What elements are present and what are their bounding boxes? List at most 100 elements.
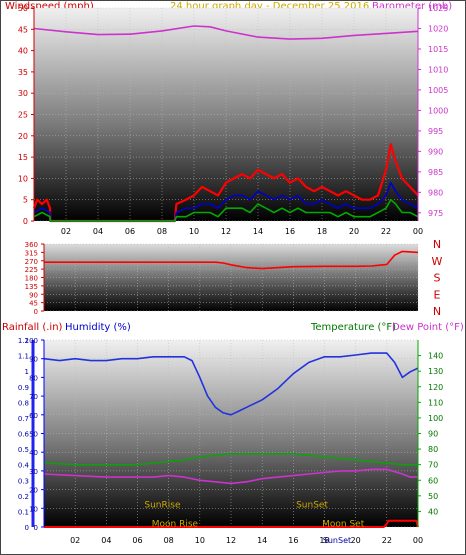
direction-tick-label: 90: [29, 291, 38, 299]
time-tick-label: 22: [381, 227, 391, 236]
rainfall-tick-label: 0.9: [18, 384, 29, 392]
time-tick-label: 16: [288, 536, 298, 545]
windspeed-tick-label: 20: [18, 132, 28, 141]
time-tick-label: 04: [93, 227, 103, 236]
humidity-tick-label: 30: [29, 468, 38, 476]
temperature-tick-label: 40: [428, 507, 438, 516]
rainfall-tick-label: 0.5: [18, 446, 29, 454]
rainfall-tick-label: 0.2: [18, 493, 29, 501]
barometer-line: [33, 25, 419, 40]
time-tick-label: 16: [285, 227, 295, 236]
barometer-tick-label: 985: [428, 168, 443, 177]
time-tick-label: 06: [132, 536, 142, 545]
barometer-tick-label: 1000: [428, 106, 448, 115]
moonset-label: Moon Set: [322, 520, 365, 530]
time-tick-label: 18: [319, 536, 329, 545]
rainfall-tick-label: 0.6: [18, 431, 30, 439]
compass-label: S: [434, 272, 441, 285]
time-tick-label: 12: [226, 536, 236, 545]
humidity-tick-label: 70: [29, 393, 38, 401]
rainfall-tick-label: 0.4: [18, 462, 30, 470]
barometer-tick-label: 995: [428, 127, 443, 136]
temperature-tick-label: 120: [428, 383, 443, 392]
rainfall-tick-label: 0.1: [18, 508, 29, 516]
moonrise-label: Moon Rise: [152, 520, 199, 530]
humidity-tick-label: 40: [29, 449, 38, 457]
windspeed-tick-label: 10: [18, 174, 28, 183]
time-tick-label: 08: [164, 536, 174, 545]
dewpoint-line: [43, 468, 418, 485]
time-tick-label: 10: [195, 536, 205, 545]
barometer-axis-title: Barometer (mb): [372, 1, 452, 12]
windspeed-tick-label: 35: [18, 68, 28, 77]
temperature-tick-label: 140: [428, 352, 443, 361]
temperature-tick-label: 70: [428, 461, 438, 470]
rainfall-axis: 0 0.1 0.2 0.3 0.4 0.5 0.6 0.7 0.8 0.9 1 1.1 1.2: [18, 337, 35, 532]
barometer-tick-label: 1005: [428, 86, 448, 95]
direction-tick-label: 135: [25, 283, 38, 291]
humidity-tick-label: 20: [29, 487, 38, 495]
wind-average-line: [33, 198, 419, 222]
humidity-tick-label: 80: [29, 374, 38, 382]
temperature-tick-label: 100: [428, 414, 443, 423]
windspeed-tick-label: 50: [18, 4, 28, 13]
rainfall-tick-label: 0.7: [18, 415, 29, 423]
windspeed-tick-label: 25: [18, 111, 28, 120]
wind-series: [32, 25, 419, 223]
time-tick-label: 18: [317, 227, 327, 236]
sunset-label: SunSet: [296, 500, 328, 510]
dewpoint-axis-title: Dew Point (°F): [392, 322, 464, 333]
temperature-line: [43, 453, 418, 466]
compass-label: W: [432, 255, 443, 268]
humidity-tick-label: 10: [29, 505, 38, 513]
rainfall-tick-label: 0: [25, 524, 29, 532]
temperature-tick-label: 130: [428, 367, 443, 376]
direction-tick-label: 225: [25, 266, 38, 274]
humidity-line: [43, 352, 419, 416]
barometer-tick-label: 1020: [428, 24, 448, 33]
time-tick-label: 08: [157, 227, 167, 236]
time-tick-label: 14: [253, 227, 263, 236]
temperature-axis: 40 50 60 70 80 90 100 110 120 130 140: [417, 340, 443, 527]
time-tick-label: 06: [125, 227, 135, 236]
time-tick-label: 20: [349, 227, 359, 236]
temperature-tick-label: 90: [428, 430, 438, 439]
time-tick-label: 04: [101, 536, 111, 545]
time-tick-label: 00: [413, 227, 423, 236]
barometer-tick-label: 1025: [428, 4, 448, 13]
rainfall-axis-title: Rainfall (.in): [2, 322, 63, 333]
rainfall-tick-label: 1: [25, 368, 29, 376]
direction-series: [44, 250, 419, 270]
direction-grid: [44, 243, 419, 312]
compass-label: E: [434, 288, 441, 301]
time-tick-label: 02: [70, 536, 80, 545]
direction-tick-label: 180: [25, 275, 38, 283]
humidity-axis-title: Humidity (%): [65, 322, 131, 333]
rainfall-tick-label: 0.3: [18, 477, 29, 485]
time-tick-label: 02: [61, 227, 71, 236]
climate-series: [43, 352, 419, 528]
sunrise-label: SunRise: [144, 500, 181, 510]
direction-tick-label: 315: [25, 249, 38, 257]
wind-time-axis: 02 04 06 08 10 12 14 16 18 20 22 00: [61, 227, 423, 236]
windspeed-tick-label: 40: [18, 47, 28, 56]
windspeed-tick-label: 45: [18, 25, 28, 34]
sunset-bottom-label: SunSet: [323, 536, 351, 545]
rainfall-tick-label: 1.1: [18, 353, 29, 361]
direction-tick-label: 45: [29, 300, 38, 308]
humidity-tick-label: 90: [29, 356, 38, 364]
time-tick-label: 20: [351, 536, 361, 545]
climate-time-axis: 02 04 06 08 10 12 14 16 18 20 22 00: [70, 536, 423, 545]
windspeed-tick-label: 0: [23, 217, 28, 226]
time-tick-label: 10: [189, 227, 199, 236]
rainfall-tick-label: 0.8: [18, 399, 29, 407]
graph-date-title: 24 hour graph day - December 25 2016: [170, 1, 369, 12]
barometer-tick-label: 990: [428, 147, 443, 156]
barometer-tick-label: 1010: [428, 65, 448, 74]
temperature-tick-label: 60: [428, 476, 438, 485]
